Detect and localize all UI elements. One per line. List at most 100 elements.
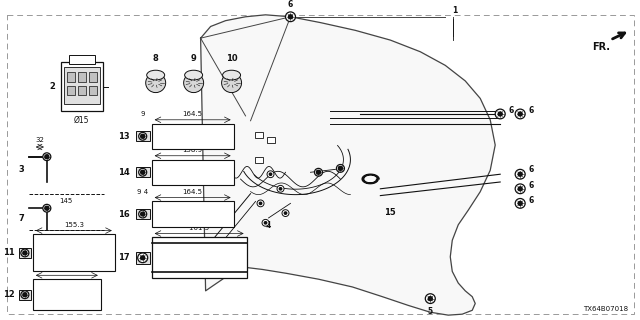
Bar [152,237,246,278]
Circle shape [262,220,269,226]
Bar [64,67,100,104]
Circle shape [495,109,505,119]
Circle shape [21,291,29,299]
Text: 15: 15 [385,208,396,217]
Bar [136,132,150,141]
Text: 6: 6 [528,165,533,174]
Circle shape [277,185,284,192]
Text: 32: 32 [35,137,44,143]
Polygon shape [200,15,495,315]
Text: 1: 1 [452,6,458,15]
Circle shape [279,188,282,190]
Text: 155.3: 155.3 [64,222,84,228]
Text: 145: 145 [59,197,72,204]
Bar [136,252,150,264]
Bar [78,72,86,82]
Text: 158.9: 158.9 [182,147,203,153]
Text: 9 4: 9 4 [137,188,148,195]
Circle shape [515,109,525,119]
Circle shape [43,204,51,212]
Bar [255,132,262,138]
Circle shape [184,73,204,92]
Text: 17: 17 [118,253,130,262]
Text: 9: 9 [140,111,145,117]
Text: 6: 6 [528,196,533,205]
Circle shape [337,164,344,172]
Circle shape [141,134,145,138]
Text: 16: 16 [118,210,130,219]
Text: 12: 12 [3,290,15,299]
Text: 101 5: 101 5 [189,225,209,231]
Text: 5: 5 [428,308,433,316]
Circle shape [428,297,432,300]
Text: 3: 3 [18,165,24,174]
Bar [136,167,150,177]
Text: 100 1: 100 1 [57,266,77,272]
Text: Ø15: Ø15 [74,116,90,125]
Circle shape [139,132,147,140]
Bar [255,157,262,163]
Text: 14: 14 [118,168,130,177]
Circle shape [23,293,27,297]
Circle shape [141,212,145,216]
Text: TX64B07018: TX64B07018 [583,306,628,312]
Text: 10: 10 [226,54,237,63]
Bar [67,86,75,95]
Bar [67,72,75,82]
Circle shape [518,172,522,176]
Text: 2: 2 [49,82,55,91]
Circle shape [45,155,49,159]
Circle shape [138,253,148,263]
Text: 9: 9 [191,54,196,63]
Text: 145: 145 [59,234,72,239]
Bar [152,160,234,185]
Circle shape [264,222,267,224]
Text: 6: 6 [508,106,513,115]
Circle shape [314,168,323,176]
Text: 13: 13 [118,132,130,141]
Bar [152,124,234,149]
Circle shape [45,206,49,210]
Circle shape [282,210,289,217]
Text: 6: 6 [528,181,533,190]
Circle shape [43,153,51,161]
Bar [266,137,275,143]
Circle shape [221,73,241,92]
Circle shape [139,210,147,218]
Circle shape [518,187,522,191]
Text: 164.5: 164.5 [182,188,203,195]
Ellipse shape [147,70,164,80]
Circle shape [515,184,525,194]
Bar [33,279,100,310]
Text: 6: 6 [528,106,533,115]
Circle shape [316,170,321,174]
Bar [19,248,31,258]
Text: 11: 11 [3,248,15,258]
Circle shape [139,168,147,176]
Circle shape [518,201,522,205]
Text: 8: 8 [153,54,159,63]
Circle shape [339,166,342,170]
Bar [19,290,31,300]
Circle shape [426,294,435,303]
Circle shape [259,202,262,204]
Ellipse shape [223,70,241,80]
Circle shape [141,170,145,174]
Text: FR.: FR. [592,42,610,52]
Circle shape [498,112,502,116]
Ellipse shape [185,70,203,80]
Circle shape [289,15,292,19]
Bar [78,86,86,95]
Text: 164.5: 164.5 [182,111,203,117]
Bar [69,55,95,64]
Circle shape [21,249,29,257]
Text: 7: 7 [18,214,24,223]
Circle shape [23,251,27,255]
Circle shape [269,173,272,175]
Circle shape [518,112,522,116]
Bar [152,201,234,227]
Circle shape [285,12,296,22]
Circle shape [515,169,525,179]
Bar [33,235,115,271]
Bar [89,86,97,95]
